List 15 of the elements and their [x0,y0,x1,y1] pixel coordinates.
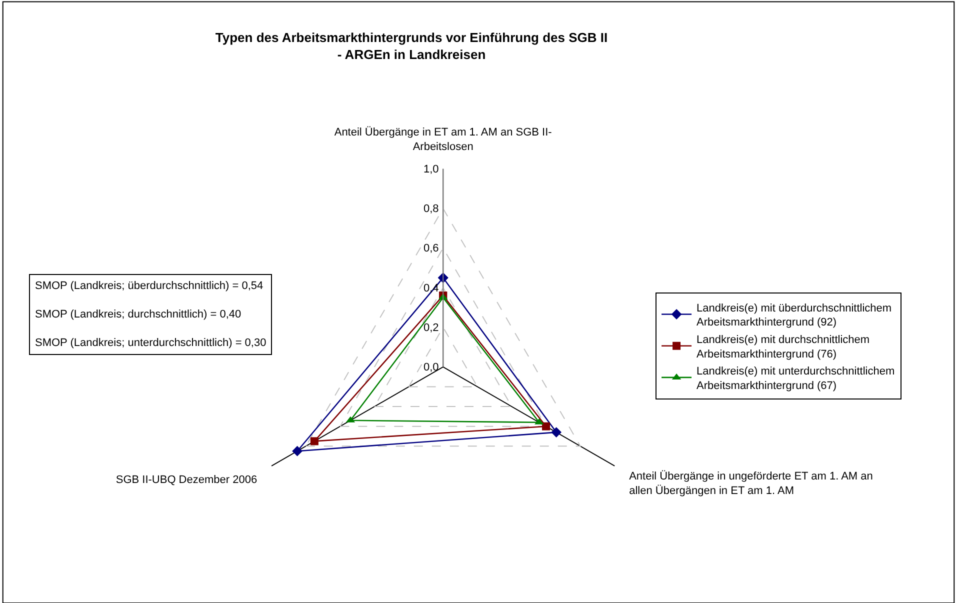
spoke-label: Anteil Übergänge in ungeförderte ET am 1. AM an allen Übergängen in ET am 1. AM [629,470,873,497]
text: SMOP (Landkreis; unterdurchschnittlich) = 0,30 [35,337,266,350]
y-tick-label: 0,2 [423,322,439,334]
text: SMOP (Landkreis; überdurchschnittlich) = 0,54 [35,280,264,292]
legend-label: Landkreis(e) mit durchschnittlichem Arbeitsmarkthintergrund (76) [696,334,870,360]
y-tick-label: 0,8 [423,203,439,216]
legend-label: Landkreis(e) mit unterdurchschnittlichem Arbeitsmarkthintergrund (67) [696,366,895,392]
y-tick-label: 1,0 [423,163,439,176]
chart-title: Typen des Arbeitsmarkthintergrunds vor Einführung des SGB II - ARGEn in Landkreisen [215,30,608,62]
text: SMOP (Landkreis; durchschnittlich) = 0,40 [35,308,242,321]
spoke-label: SGB II-UBQ Dezember 2006 [116,474,258,486]
y-tick-label: 0,0 [423,362,439,374]
y-tick-label: 0,6 [423,242,439,255]
legend-label: Landkreis(e) mit überdurchschnittlichem Arbeitsmarkthintergrund (92) [696,302,892,329]
spoke-label: Anteil Übergänge in ET am 1. AM an SGB II- Arbeitslosen [334,126,552,153]
